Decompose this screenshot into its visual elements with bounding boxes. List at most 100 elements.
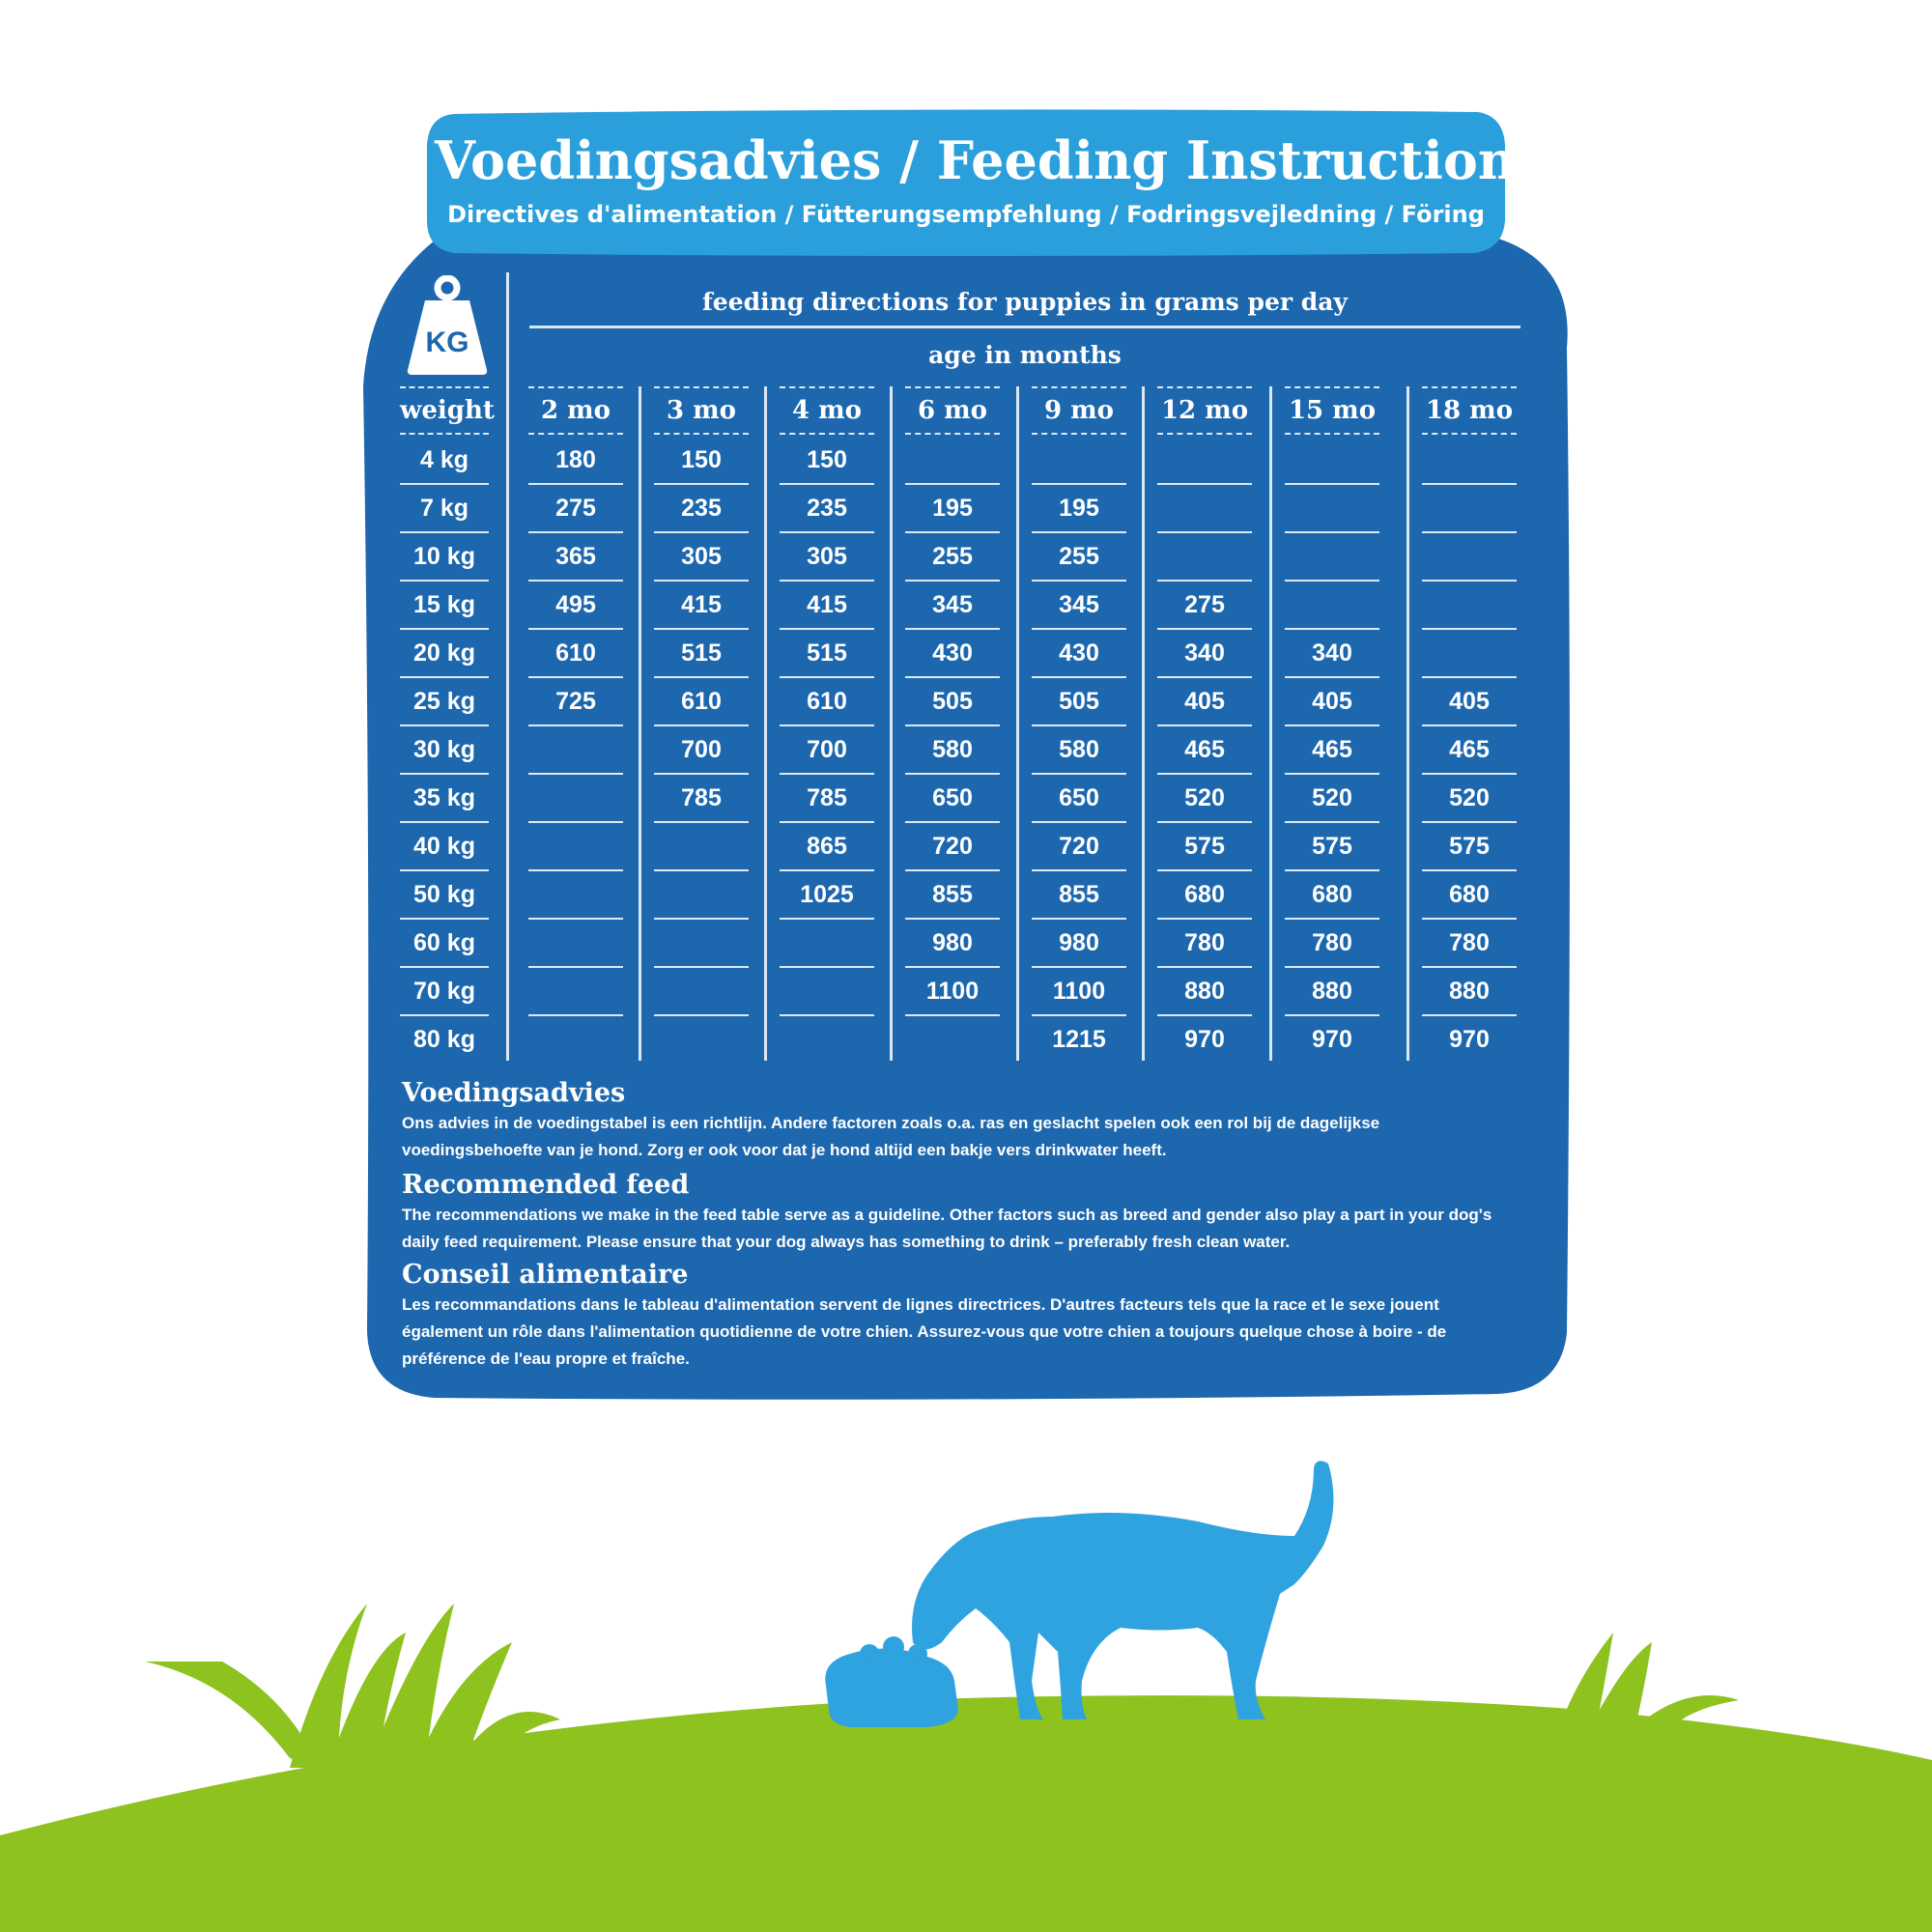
feed-amount-cell: 650 [1032,775,1126,823]
feed-amount-cell [528,823,623,871]
age-column-header: 15 mo [1285,386,1379,435]
feed-amount-cell: 575 [1422,823,1517,871]
feed-amount-cell: 235 [654,485,749,533]
age-column-header: 6 mo [905,386,1000,435]
grass-icon [0,1604,1932,1932]
weight-cell: 25 kg [400,678,489,726]
feed-amount-cell [780,920,874,968]
weight-cell: 80 kg [413,1026,475,1053]
feed-amount-cell [1285,582,1379,630]
card-body [363,237,1570,1400]
feed-amount-cell: 650 [905,775,1000,823]
feed-amount-cell [528,726,623,775]
weight-cell: 30 kg [400,726,489,775]
table-divider [506,272,509,1061]
food-bowl-icon [825,1636,958,1727]
column-divider [890,386,893,1061]
feed-amount-cell: 575 [1285,823,1379,871]
feed-amount-cell [780,968,874,1016]
feed-amount-cell [1422,630,1517,678]
feed-amount-cell: 305 [780,533,874,582]
feed-amount-cell: 345 [905,582,1000,630]
weight-cell: 10 kg [400,533,489,582]
page-subtitle: Directives d'alimentation / Fütterungsem… [447,201,1485,228]
feed-amount-cell: 520 [1422,775,1517,823]
feed-amount-cell [654,871,749,920]
note-heading-fr: Conseil alimentaire [402,1260,689,1290]
feed-amount-cell [1157,437,1252,485]
feed-amount-cell: 275 [1157,582,1252,630]
page-title: Voedingsadvies / Feeding Instruction [435,129,1517,191]
feed-amount-cell: 305 [654,533,749,582]
feed-amount-cell: 415 [654,582,749,630]
weight-cell: 50 kg [400,871,489,920]
feed-amount-cell [654,968,749,1016]
feed-amount-cell: 610 [528,630,623,678]
feed-amount-cell: 725 [528,678,623,726]
note-text-en: The recommendations we make in the feed … [402,1206,1492,1251]
feed-amount-cell: 780 [1285,920,1379,968]
feed-amount-cell: 700 [780,726,874,775]
bottom-illustration [0,1461,1932,1932]
feed-amount-cell: 880 [1157,968,1252,1016]
column-divider [639,386,641,1061]
age-column-header: 3 mo [654,386,749,435]
feed-amount-cell: 235 [780,485,874,533]
feed-amount-cell: 855 [905,871,1000,920]
column-divider [764,386,767,1061]
feed-amount-cell: 880 [1422,968,1517,1016]
feed-amount-cell [528,968,623,1016]
feed-amount-cell [654,920,749,968]
note-text-nl: Ons advies in de voedingstabel is een ri… [402,1114,1380,1159]
table-heading: feeding directions for puppies in grams … [702,288,1348,316]
feed-amount-cell: 680 [1422,871,1517,920]
column-divider [1406,386,1409,1061]
weight-cell: 4 kg [400,437,489,485]
feed-amount-cell: 580 [1032,726,1126,775]
feed-amount-cell: 1100 [905,968,1000,1016]
feed-amount-cell: 1100 [1032,968,1126,1016]
column-divider [1016,386,1019,1061]
feed-amount-cell [905,437,1000,485]
feed-amount-cell: 195 [1032,485,1126,533]
feed-amount-cell: 505 [905,678,1000,726]
note-heading-nl: Voedingsadvies [402,1078,626,1108]
feed-amount-cell: 700 [654,726,749,775]
heading-rule [529,326,1520,328]
dog-eating-icon [912,1461,1334,1719]
feed-amount-cell: 340 [1157,630,1252,678]
feed-amount-cell: 1025 [780,871,874,920]
weight-cell: 35 kg [400,775,489,823]
weight-cell: 60 kg [400,920,489,968]
age-label: age in months [928,341,1122,369]
feed-amount-cell: 680 [1157,871,1252,920]
feed-amount-cell: 610 [654,678,749,726]
feed-amount-cell [1157,533,1252,582]
feed-amount-cell [905,1016,1000,1063]
feed-amount-cell: 255 [1032,533,1126,582]
age-column-header: 12 mo [1157,386,1252,435]
feed-amount-cell [1422,485,1517,533]
feed-amount-cell: 575 [1157,823,1252,871]
feed-amount-cell: 720 [1032,823,1126,871]
column-divider [1269,386,1272,1061]
age-column-header: 9 mo [1032,386,1126,435]
feed-amount-cell: 150 [654,437,749,485]
header-banner [427,109,1505,256]
age-column-header: 4 mo [780,386,874,435]
feed-amount-cell: 865 [780,823,874,871]
feed-amount-cell: 515 [780,630,874,678]
kg-label: KG [426,327,469,358]
feed-amount-cell [1032,437,1126,485]
feed-amount-cell [1285,485,1379,533]
feed-amount-cell: 610 [780,678,874,726]
feed-amount-cell: 405 [1157,678,1252,726]
column-divider [1142,386,1145,1061]
age-column-header: 2 mo [528,386,623,435]
feed-amount-cell [654,823,749,871]
feed-amount-cell: 580 [905,726,1000,775]
feed-amount-cell: 465 [1285,726,1379,775]
feeding-card-background [363,109,1570,1400]
feed-amount-cell: 1215 [1052,1026,1106,1053]
feed-amount-cell: 415 [780,582,874,630]
